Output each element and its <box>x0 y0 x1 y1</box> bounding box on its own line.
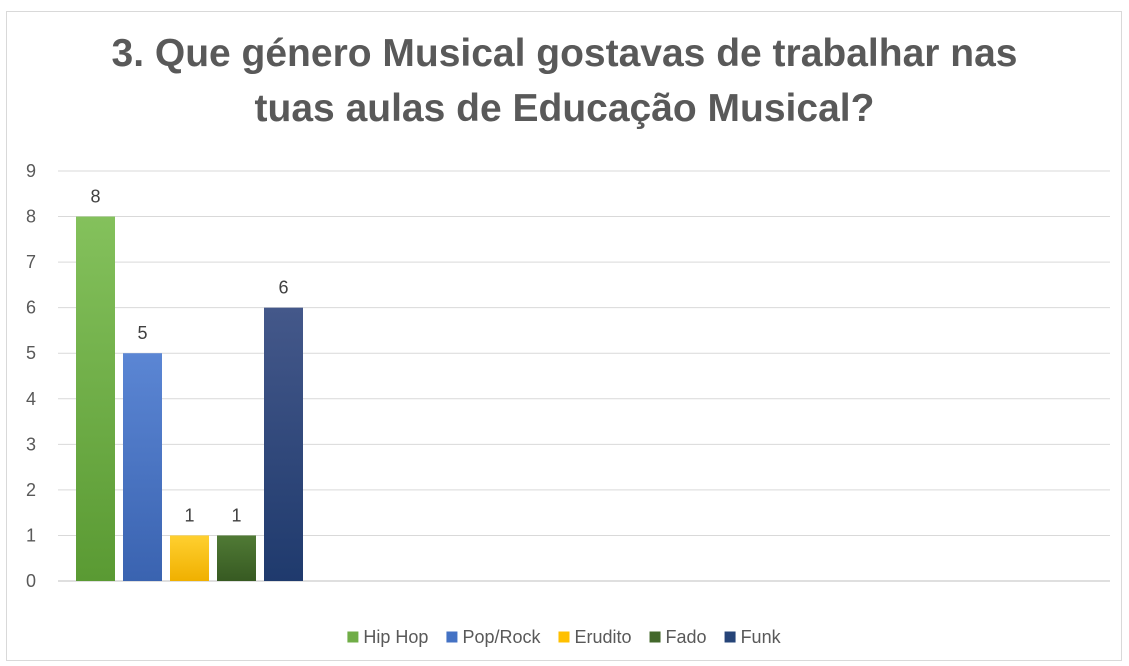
legend-swatch <box>446 631 458 643</box>
legend-swatch <box>558 631 570 643</box>
bar-erudito <box>170 535 209 581</box>
legend-label: Hip Hop <box>363 627 428 647</box>
bar-pop-rock <box>123 353 162 581</box>
y-tick-label: 1 <box>26 525 36 545</box>
legend-label: Fado <box>666 627 707 647</box>
data-labels: 8 5 1 1 6 <box>90 187 288 526</box>
data-label: 8 <box>90 187 100 207</box>
chart-title-line-1: 3. Que género Musical gostavas de trabal… <box>111 32 1018 75</box>
y-tick-label: 0 <box>26 571 36 591</box>
legend-label: Funk <box>741 627 782 647</box>
legend: Hip Hop Pop/Rock Erudito Fado Funk <box>347 627 782 647</box>
data-label: 6 <box>278 278 288 298</box>
legend-swatch <box>347 631 359 643</box>
legend-label: Pop/Rock <box>462 627 541 647</box>
legend-label: Erudito <box>574 627 631 647</box>
y-tick-label: 8 <box>26 207 36 227</box>
y-tick-label: 3 <box>26 434 36 454</box>
bars <box>76 216 303 582</box>
chart-title-line-2: tuas aulas de Educação Musical? <box>254 87 875 130</box>
legend-swatch <box>649 631 661 643</box>
bar-fado <box>217 535 256 581</box>
y-tick-label: 5 <box>26 343 36 363</box>
y-axis-ticks: 0 1 2 3 4 5 6 7 8 9 <box>26 161 36 591</box>
legend-swatch <box>724 631 736 643</box>
data-label: 5 <box>137 323 147 343</box>
y-tick-label: 6 <box>26 298 36 318</box>
data-label: 1 <box>231 505 241 525</box>
bar-hip-hop <box>76 216 115 582</box>
y-tick-label: 4 <box>26 389 36 409</box>
chart-title: 3. Que género Musical gostavas de trabal… <box>0 26 1129 136</box>
y-tick-label: 9 <box>26 161 36 181</box>
bar-funk <box>264 307 303 581</box>
data-label: 1 <box>184 505 194 525</box>
gridlines <box>58 170 1110 582</box>
y-tick-label: 7 <box>26 252 36 272</box>
y-tick-label: 2 <box>26 480 36 500</box>
